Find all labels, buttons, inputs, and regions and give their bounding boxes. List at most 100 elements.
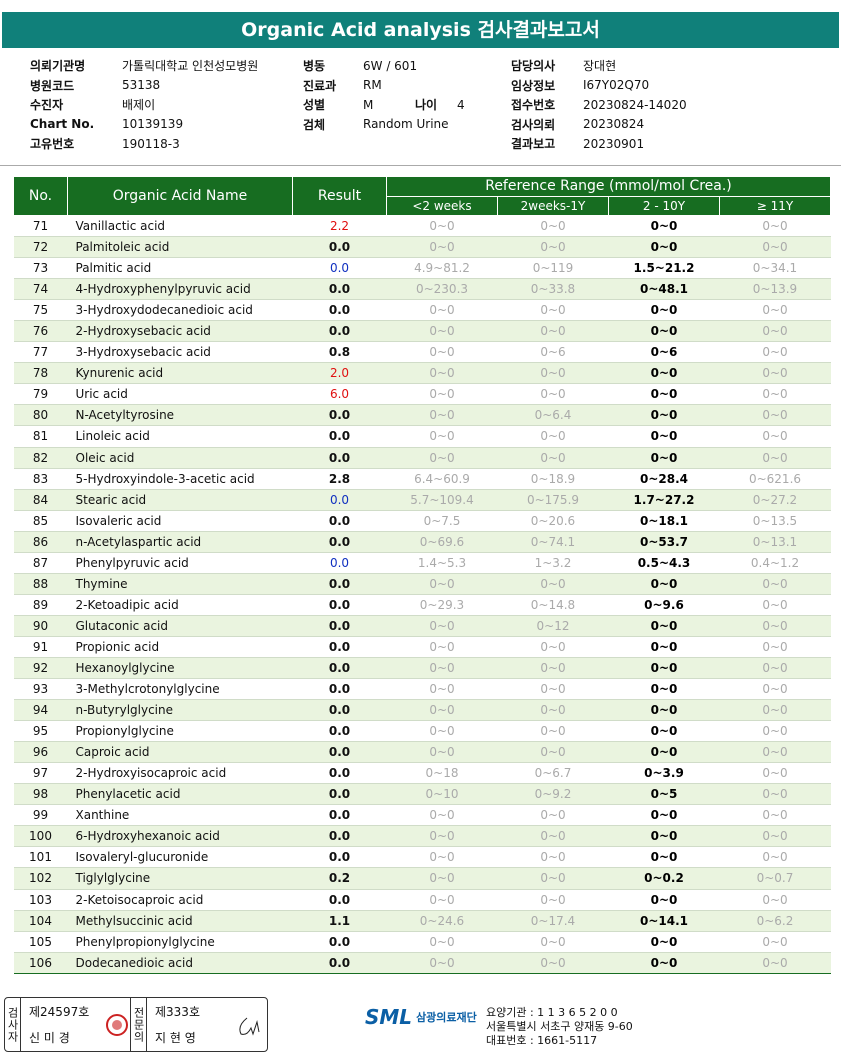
reference-range: 0~119 xyxy=(497,257,609,280)
reference-range: 0~0 xyxy=(719,215,831,238)
info-row: Chart No. 10139139 xyxy=(30,115,303,135)
info-value: 가톨릭대학교 인천성모병원 xyxy=(122,59,259,74)
row-number: 91 xyxy=(13,636,68,658)
row-number: 79 xyxy=(13,383,68,406)
reference-range: 0~0 xyxy=(719,236,831,259)
reference-range: 0~18.9 xyxy=(497,468,609,490)
row-number: 85 xyxy=(13,510,68,532)
table-row: 92 Hexanoylglycine 0.0 0~0 0~0 0~0 0~0 xyxy=(13,657,831,680)
reference-range: 0~0 xyxy=(719,952,831,974)
reference-range: 0~0 xyxy=(497,867,609,890)
reference-range: 0~7.5 xyxy=(386,510,498,532)
result: 0.2 xyxy=(292,867,387,890)
reference-range: 0~621.6 xyxy=(719,468,831,490)
reference-range: 0~0 xyxy=(719,573,831,595)
table-row: 96 Caproic acid 0.0 0~0 0~0 0~0 0~0 xyxy=(13,741,831,764)
acid-name: 4-Hydroxyphenylpyruvic acid xyxy=(67,278,293,301)
result: 0.0 xyxy=(292,510,387,532)
table-row: 104 Methylsuccinic acid 1.1 0~24.6 0~17.4 0~1… xyxy=(13,910,831,932)
table-row: 89 2-Ketoadipic acid 0.0 0~29.3 0~14.8 0~9.6 0… xyxy=(13,594,831,616)
signer: 제333호 지 현 영 xyxy=(147,998,260,1051)
info-value: 10139139 xyxy=(122,117,184,132)
reference-range: 0~0 xyxy=(386,889,498,911)
header-cell: ≥ 11Y xyxy=(719,195,831,216)
info-row: 결과보고 20230901 xyxy=(511,134,687,154)
table-row: 88 Thymine 0.0 0~0 0~0 0~0 0~0 xyxy=(13,573,831,595)
reference-range: 0~48.1 xyxy=(608,278,720,301)
reference-range: 0~230.3 xyxy=(386,278,498,301)
result: 0.0 xyxy=(292,783,387,806)
reference-range: 0~0 xyxy=(719,699,831,722)
reference-range: 0~0 xyxy=(386,867,498,890)
row-number: 100 xyxy=(13,825,68,848)
reference-range: 0~0 xyxy=(719,783,831,806)
acid-name: 6-Hydroxyhexanoic acid xyxy=(67,825,293,848)
result: 0.0 xyxy=(292,594,387,616)
reference-range: 0~0 xyxy=(386,741,498,764)
reference-range: 0~9.6 xyxy=(608,594,720,616)
reference-range: 0~0 xyxy=(719,678,831,701)
reference-range: 0~6.2 xyxy=(719,910,831,932)
reference-range: 0~0 xyxy=(497,889,609,911)
row-number: 104 xyxy=(13,910,68,932)
reference-range: 0~0 xyxy=(386,236,498,259)
result: 0.0 xyxy=(292,741,387,764)
table-row: 76 2-Hydroxysebacic acid 0.0 0~0 0~0 0~0 0~0 xyxy=(13,320,831,343)
row-number: 92 xyxy=(13,657,68,680)
info-label: Chart No. xyxy=(30,117,95,132)
reference-range: 0~0 xyxy=(386,299,498,322)
row-number: 76 xyxy=(13,320,68,343)
acid-name: Palmitic acid xyxy=(67,257,293,280)
reference-range: 6.4~60.9 xyxy=(386,468,498,490)
table-row: 90 Glutaconic acid 0.0 0~0 0~12 0~0 0~0 xyxy=(13,615,831,637)
info-row: 접수번호 20230824-14020 xyxy=(511,95,687,115)
header-row: <2 weeks 2weeks-1Y 2 - 10Y ≥ 11Y xyxy=(14,195,831,216)
row-number: 97 xyxy=(13,762,68,785)
reference-range: 0~0 xyxy=(719,447,831,469)
acid-name: Caproic acid xyxy=(67,741,293,764)
info-value: 6W / 601 xyxy=(363,58,418,73)
info-label: 고유번호 xyxy=(30,137,75,152)
address-line: 요양기관 : 1 1 3 6 5 2 0 0 xyxy=(486,1006,618,1019)
reference-range: 0~0 xyxy=(386,215,498,238)
reference-range: 0~0 xyxy=(608,615,720,637)
acid-name: 2-Ketoisocaproic acid xyxy=(67,889,293,911)
acid-name: 3-Hydroxysebacic acid xyxy=(67,341,293,364)
row-number: 74 xyxy=(13,278,68,301)
license-no: 제24597호 xyxy=(29,1004,90,1019)
reference-range: 0~0 xyxy=(497,425,609,448)
info-value: 20230824-14020 xyxy=(583,97,687,112)
row-number: 89 xyxy=(13,594,68,616)
acid-name: Thymine xyxy=(67,573,293,595)
result: 1.1 xyxy=(292,910,387,932)
row-number: 98 xyxy=(13,783,68,806)
result: 0.0 xyxy=(292,236,387,259)
acid-name: Dodecanedioic acid xyxy=(67,952,293,974)
row-number: 101 xyxy=(13,846,68,869)
reference-range: 0~13.9 xyxy=(719,278,831,301)
reference-range: 0~9.2 xyxy=(497,783,609,806)
info-value: 190118-3 xyxy=(122,136,180,151)
reference-range: 1~3.2 xyxy=(497,552,609,574)
result: 2.0 xyxy=(292,362,387,385)
info-label: 수진자 xyxy=(30,98,64,113)
reference-range: 0~0 xyxy=(497,299,609,322)
info-row: 검체 Random Urine xyxy=(303,115,511,135)
reference-range: 0~13.1 xyxy=(719,531,831,553)
row-number: 75 xyxy=(13,299,68,322)
info-label: 담당의사 xyxy=(511,59,556,74)
separator xyxy=(0,165,841,166)
address-line: 대표번호 : 1661-5117 xyxy=(486,1034,598,1047)
acid-name: Uric acid xyxy=(67,383,293,406)
info-label: 검체 xyxy=(303,117,326,132)
info-row: 성별 M 나이 4 xyxy=(303,95,511,115)
table-body: 71 Vanillactic acid 2.2 0~0 0~0 0~0 0~0 72 Palmi… xyxy=(13,215,831,974)
acid-name: Stearic acid xyxy=(67,489,293,511)
reference-range: 0~0 xyxy=(497,741,609,764)
logo-mark: SML xyxy=(365,1005,413,1029)
acid-name: 2-Hydroxyisocaproic acid xyxy=(67,762,293,785)
header-row: No. Organic Acid Name Result Reference R… xyxy=(13,176,831,216)
reference-range: 0~0 xyxy=(719,404,831,427)
reference-range: 1.4~5.3 xyxy=(386,552,498,574)
reference-range: 0~0 xyxy=(719,299,831,322)
